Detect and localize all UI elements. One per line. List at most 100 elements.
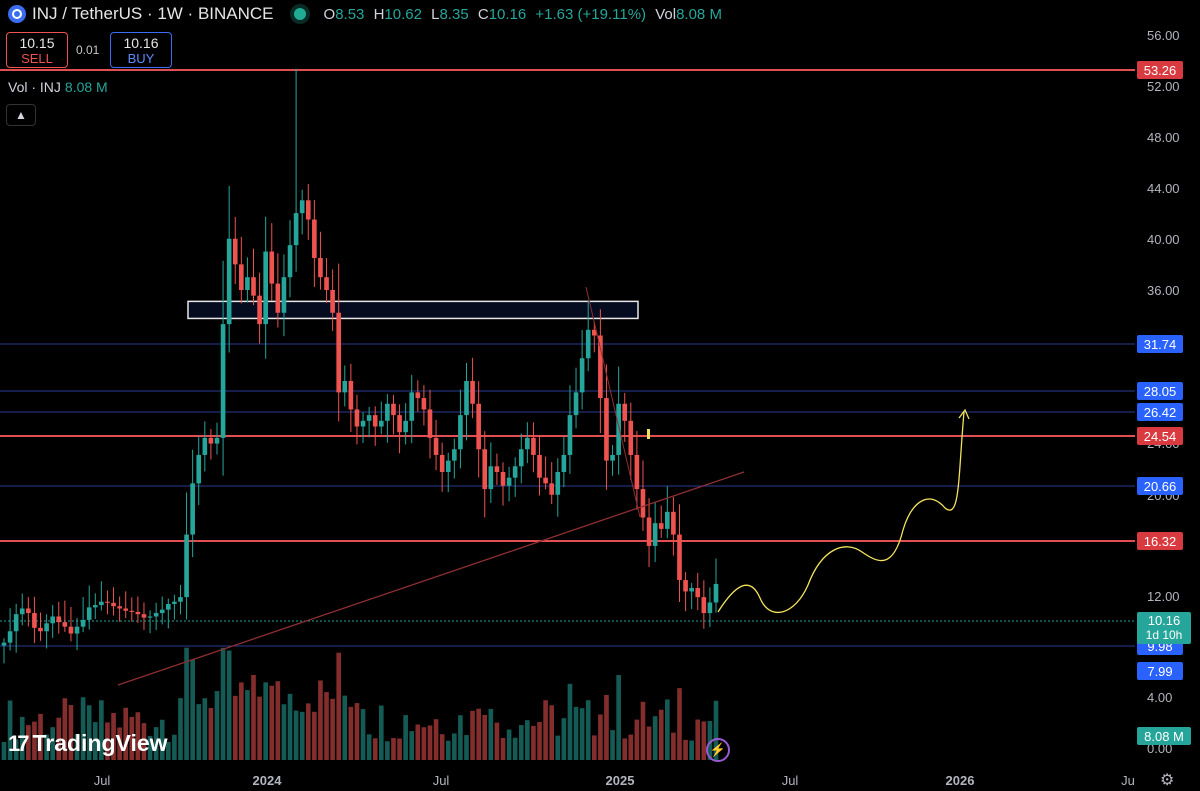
volume-bar [567,683,573,760]
volume-bar [105,722,110,760]
candle-body [372,415,378,427]
volume-bar [232,695,238,760]
volume-bar [135,712,141,760]
candle-body [56,616,62,623]
candle-body [494,466,500,472]
volume-bar [494,722,500,760]
volume-bar [561,718,567,760]
tradingview-wordmark: TradingView [32,730,168,756]
volume-bar [281,704,287,760]
low-key: L [431,5,440,23]
sell-button[interactable]: 10.15 SELL [6,32,68,68]
spread-value: 0.01 [76,43,100,57]
volume-bar [482,715,488,760]
candle-body [165,603,171,610]
volume-bar [616,675,621,760]
chevron-up-icon[interactable]: ▲ [6,104,36,126]
symbol-title[interactable]: INJ / TetherUS · 1W · BINANCE [32,4,274,23]
volume-bar [269,685,275,760]
price-level-label: 16.32 [1144,534,1177,549]
volume-bar [646,726,652,760]
candle-body [184,534,189,598]
candle-body [214,437,220,444]
candle-body [232,238,238,265]
volume-bar [640,701,646,760]
volume-bar [74,733,80,760]
x-tick-label: 2026 [946,773,975,788]
volume-bar [665,699,670,760]
candle-body [549,483,555,495]
projection-marker [647,429,650,439]
volume-bar [378,705,384,760]
candle-body [135,611,141,615]
volume-bar [7,700,13,760]
price-level-badge [1137,662,1183,680]
candle-body [257,295,262,325]
volume-bar [397,738,402,760]
volume-bar [427,725,433,760]
candle-body [470,381,475,404]
volume-bar [129,716,135,760]
candle-body [299,200,305,214]
buy-label: BUY [127,50,155,66]
volume-bar [257,696,262,760]
candle-body [196,454,202,484]
gear-icon[interactable]: ⚙ [1160,772,1175,789]
candle-body [464,381,469,416]
volume-bar [62,698,68,760]
volume-bar [32,721,37,760]
volume-bar [26,725,31,760]
volume-bar [366,734,372,760]
volume-bar [80,697,86,760]
volume-bar [713,700,719,760]
volume-bar [585,700,591,760]
last-price-label: 10.16 [1148,613,1181,628]
candle-body [220,324,226,438]
volume-bar [415,724,421,760]
volume-bar [99,700,104,760]
candle-body [147,616,153,618]
volume-bar [275,681,281,760]
volume-bar [439,734,445,760]
symbol-header: INJ / TetherUS · 1W · BINANCE O8.53 H10.… [8,4,727,24]
volume-bar [342,695,348,760]
candle-body [32,613,37,628]
candle-body [701,597,707,614]
volume-bar [518,725,524,760]
lightning-icon[interactable]: ⚡ [706,738,730,762]
volume-bar [531,725,536,760]
candle-body [226,238,232,325]
price-level-label: 53.26 [1144,63,1177,78]
volume-bar [658,709,664,760]
last-volume-badge [1137,727,1191,745]
volume-bar [305,703,311,760]
last-price-badge [1137,612,1191,644]
candle-body [385,403,390,421]
candle-body [598,335,603,399]
candle-body [80,619,86,627]
descending-trendline [585,286,641,518]
candle-body [713,583,719,603]
candle-body [190,483,195,535]
volume-bar [634,719,640,760]
volume-bar [147,735,153,760]
candle-body [44,623,49,632]
candle-body [38,627,43,632]
buy-button[interactable]: 10.16 BUY [110,32,172,68]
candle-body [105,601,110,603]
y-tick-label: 12.00 [1147,589,1180,604]
candle-body [652,523,658,546]
volume-bar [372,738,378,760]
candle-body [19,608,25,615]
inj-logo-icon[interactable] [8,5,26,23]
volume-bar [117,727,122,760]
close-key: C [477,5,489,23]
volume-bar [38,713,43,760]
candle-body [312,219,317,258]
candle-body [141,614,147,618]
volume-bar [409,731,415,760]
volume-bar [111,713,116,760]
candle-body [452,449,457,461]
candle-body [68,626,74,634]
